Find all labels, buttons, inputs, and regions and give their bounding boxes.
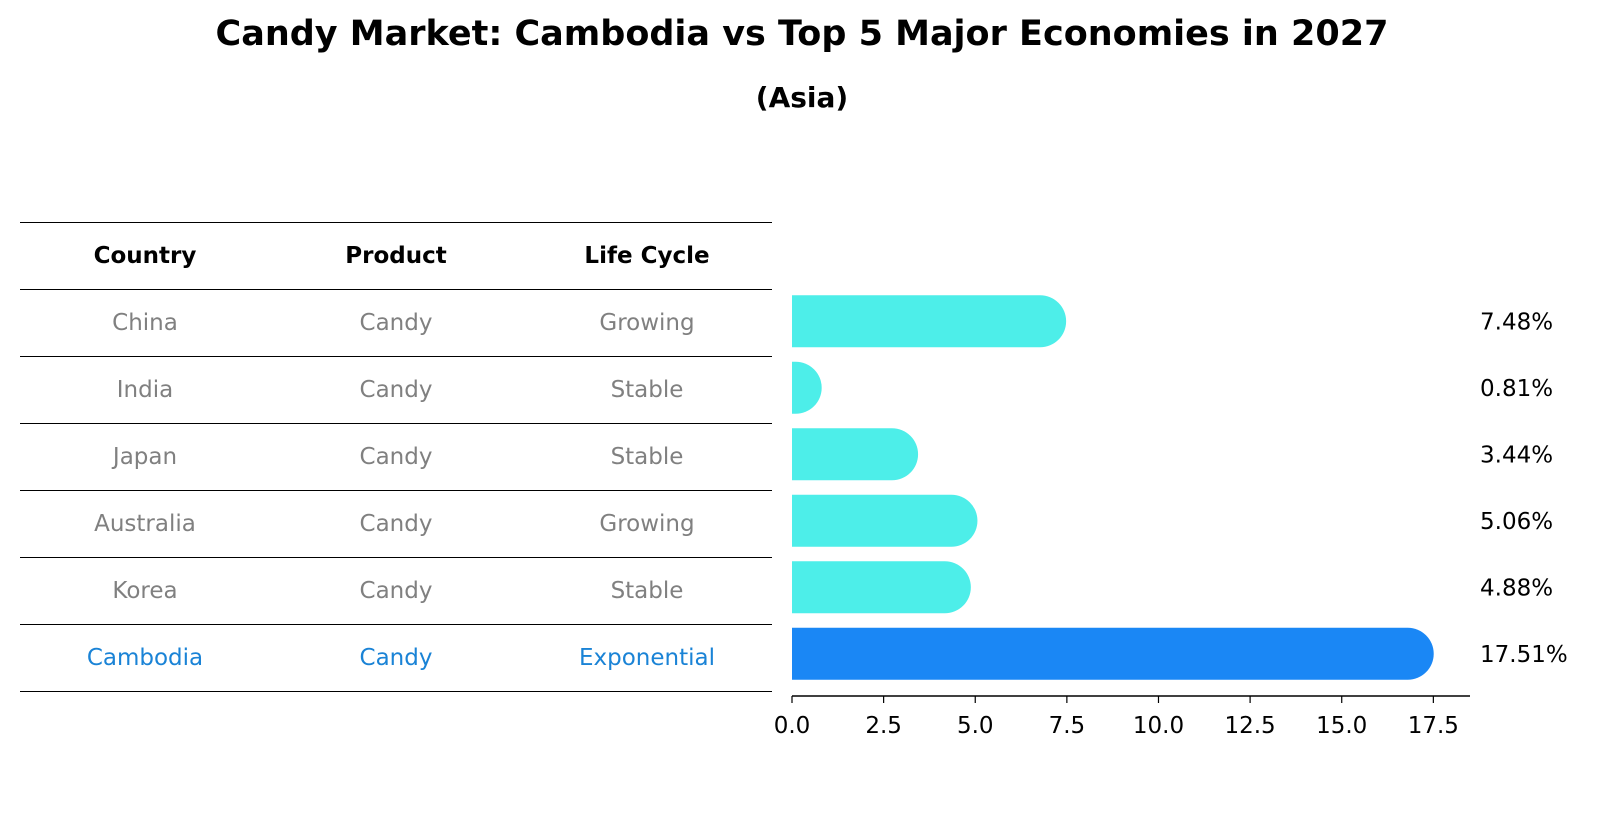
cell-product: Candy (359, 645, 433, 671)
bar-value-label: 17.51% (1480, 642, 1568, 668)
table-row: Australia Candy Growing (20, 491, 772, 558)
bar-india (792, 361, 822, 414)
cell-product: Candy (359, 511, 433, 537)
table-row: Japan Candy Stable (20, 424, 772, 491)
chart-title: Candy Market: Cambodia vs Top 5 Major Ec… (215, 14, 1389, 54)
x-tick-label: 10.0 (1133, 713, 1184, 739)
table-row: India Candy Stable (20, 357, 772, 424)
cell-country: Australia (94, 511, 196, 537)
header-country: Country (93, 243, 197, 269)
bar-value-label: 7.48% (1480, 309, 1553, 335)
cell-country: China (112, 310, 178, 336)
cell-life-cycle: Growing (599, 310, 695, 336)
x-tick-label: 2.5 (865, 713, 902, 739)
bar-value-label: 4.88% (1480, 575, 1553, 601)
table-header-row: Country Product Life Cycle (20, 223, 772, 290)
cell-country: India (116, 377, 174, 403)
cell-product: Candy (359, 444, 433, 470)
bar-japan (792, 428, 919, 481)
cell-life-cycle: Stable (610, 578, 684, 604)
bar-value-label: 3.44% (1480, 442, 1553, 468)
chart-subtitle: (Asia) (755, 81, 849, 114)
bar-china (792, 295, 1067, 348)
cell-country: Korea (112, 578, 178, 604)
x-tick-label: 7.5 (1049, 713, 1086, 739)
table-row: China Candy Growing (20, 290, 772, 357)
header-life-cycle: Life Cycle (584, 243, 710, 269)
bar-value-label: 5.06% (1480, 509, 1553, 535)
x-tick-label: 0.0 (774, 713, 811, 739)
table-row-highlight: Cambodia Candy Exponential (20, 625, 772, 692)
cell-product: Candy (359, 310, 433, 336)
bar-value-label: 0.81% (1480, 376, 1553, 402)
data-table: Country Product Life Cycle China Candy G… (20, 222, 772, 692)
x-tick-label: 12.5 (1224, 713, 1275, 739)
cell-country: Cambodia (86, 645, 204, 671)
cell-life-cycle: Exponential (578, 645, 715, 671)
cell-life-cycle: Stable (610, 377, 684, 403)
bar-australia (792, 494, 978, 547)
x-tick-label: 5.0 (957, 713, 994, 739)
cell-life-cycle: Stable (610, 444, 684, 470)
x-tick-label: 17.5 (1408, 713, 1459, 739)
cell-country: Japan (112, 444, 178, 470)
cell-life-cycle: Growing (599, 511, 695, 537)
cell-product: Candy (359, 578, 433, 604)
bar-cambodia (792, 627, 1434, 680)
table-row: Korea Candy Stable (20, 558, 772, 625)
x-tick-label: 15.0 (1316, 713, 1367, 739)
bar-korea (792, 561, 971, 614)
cell-product: Candy (359, 377, 433, 403)
header-product: Product (345, 243, 447, 269)
